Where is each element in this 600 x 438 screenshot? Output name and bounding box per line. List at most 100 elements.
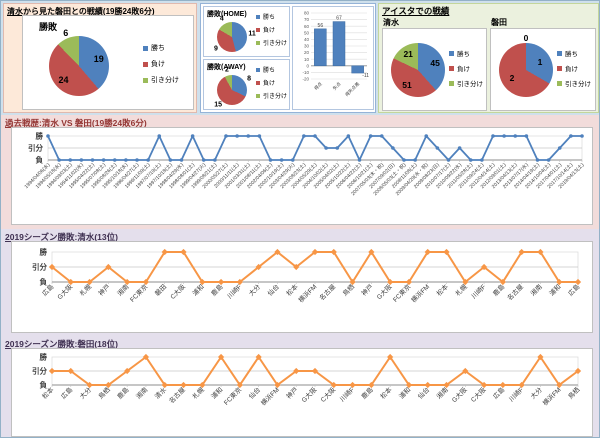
history-band: 過去戦歴:清水 VS 磐田(19勝24敗6分) 勝引分負 1994/04/06(水… [1,115,599,229]
away-pie-title: 勝敗(AWAY) [207,64,246,71]
history-line-chart: 勝引分負1994/04/06(水)1994/05/18(水)1994/09/03… [23,131,586,197]
overall-pie-legend: 勝ち 負け 引き分け [143,43,179,91]
legend-label: 引き分け [151,77,179,84]
history-title: 過去戦歴:清水 VS 磐田(19勝24敗6分) [5,118,147,128]
pie-value-label: 8 [247,75,252,83]
svg-text:仙台: 仙台 [247,385,263,401]
svg-text:川崎F: 川崎F [338,385,356,403]
svg-text:-11: -11 [362,73,369,79]
svg-text:20: 20 [304,50,310,55]
pie-value-label: 21 [403,49,413,60]
legend-swatch [256,14,260,19]
legend-swatch [449,65,454,71]
svg-text:引分: 引分 [32,262,47,272]
legend-swatch [256,40,260,45]
legend-swatch [256,93,260,98]
svg-text:名古屋: 名古屋 [505,282,526,303]
pie-value-label: 4 [219,15,224,23]
svg-text:広島: 広島 [59,385,75,401]
svg-text:大分: 大分 [247,282,263,298]
legend-label: 負け [263,81,276,87]
svg-text:C大阪: C大阪 [318,385,337,404]
stadium-iwata-pie: 1 2 0 [499,33,553,97]
pie-value-label: 9 [213,45,218,53]
svg-text:G大阪: G大阪 [374,282,393,301]
svg-text:C大阪: C大阪 [469,385,488,404]
svg-text:湘南: 湘南 [528,282,544,298]
svg-text:鹿島: 鹿島 [115,385,131,401]
svg-text:引分: 引分 [28,143,43,153]
stadium-shimizu-label: 清水 [383,18,399,27]
svg-text:大分: 大分 [528,385,544,401]
svg-text:勝: 勝 [36,131,44,141]
pie-value-label: 19 [93,53,104,64]
stadium-iwata-box: 1 2 0 勝ち 負け 引き分け [490,28,596,111]
svg-text:仙台: 仙台 [265,282,281,298]
svg-text:鹿島: 鹿島 [359,385,375,401]
shimizu-2019-title: 2019シーズン勝敗:清水(13位) [5,232,118,242]
pie-value-label: 0 [523,32,529,43]
svg-text:引分: 引分 [32,366,47,376]
legend-item: 勝ち [557,48,591,58]
svg-text:横浜FM: 横浜FM [296,282,318,304]
svg-text:神戸: 神戸 [96,282,112,298]
legend-item: 負け [256,78,287,87]
svg-text:80: 80 [304,11,310,16]
legend-swatch [449,80,454,86]
legend-swatch [143,61,148,67]
away-pie-box: 勝敗(AWAY) 8 15 2 勝ち 負け 引き分け [203,59,290,110]
svg-text:松本: 松本 [284,282,300,298]
stadium-iwata-legend: 勝ち 負け 引き分け [557,48,591,93]
svg-text:得点: 得点 [312,80,324,92]
legend-swatch [143,45,148,51]
legend-item: 引き分け [143,75,179,85]
legend-swatch [256,27,260,32]
shimizu-2019-chart-box: 勝引分負広島 G大阪 札幌 神戸 湘南 FC東京 磐田 C大阪 浦和 鹿島 川崎F 大分 仙台 松本 横浜F… [11,241,593,333]
legend-item: 引き分け [557,78,591,88]
svg-text:FC東京: FC東京 [222,385,244,407]
legend-label: 勝ち [263,68,276,74]
svg-text:30: 30 [304,44,310,49]
legend-label: 引き分け [263,41,288,47]
svg-text:名古屋: 名古屋 [317,282,338,303]
legend-item: 勝ち [449,48,483,58]
svg-text:鹿島: 鹿島 [491,282,507,298]
head-to-head-panel: 清水から見た磐田との戦績(19勝24敗6分) 勝敗 19 24 6 勝ち 負け 引き分け [3,3,197,113]
svg-text:70: 70 [304,17,310,22]
overall-pie-box: 勝敗 19 24 6 勝ち 負け 引き分け [22,15,194,110]
legend-item: 負け [449,63,483,73]
svg-text:失点: 失点 [331,80,343,92]
legend-label: 勝ち [151,45,165,52]
legend-swatch [449,50,454,56]
iwata-2019-chart-box: 勝引分負松本 広島 大分 鳥栖 鹿島 湘南 清水 名古屋 札幌 浦和 FC東京 仙台 横浜FM 神戸 G大阪… [11,348,593,437]
stadium-shimizu-box: 45 51 21 勝ち 負け 引き分け [382,28,487,111]
svg-text:神戸: 神戸 [359,282,375,298]
legend-item: 引き分け [449,78,483,88]
svg-text:-20: -20 [302,77,309,82]
svg-text:C大阪: C大阪 [168,282,187,301]
svg-text:56: 56 [318,23,324,29]
away-pie-legend: 勝ち 負け 引き分け [256,65,287,104]
legend-swatch [256,67,260,72]
svg-text:横浜FM: 横浜FM [540,385,562,407]
svg-text:鳥栖: 鳥栖 [566,385,582,401]
legend-swatch [143,77,148,83]
legend-swatch [557,80,562,86]
svg-text:勝: 勝 [40,352,48,362]
stadium-shimizu-pie: 45 51 21 [391,43,445,97]
legend-label: 勝ち [263,15,276,21]
svg-text:勝: 勝 [40,247,48,257]
legend-label: 負け [263,28,276,34]
svg-text:湘南: 湘南 [115,282,131,298]
legend-item: 負け [256,25,287,34]
legend-swatch [256,80,260,85]
svg-text:広島: 広島 [491,385,507,401]
iwata-2019-title: 2019シーズン勝敗:磐田(18位) [5,339,118,349]
legend-label: 引き分け [565,81,591,88]
pie-value-label: 51 [402,79,412,90]
legend-label: 負け [151,61,165,68]
svg-text:G大阪: G大阪 [450,385,469,404]
